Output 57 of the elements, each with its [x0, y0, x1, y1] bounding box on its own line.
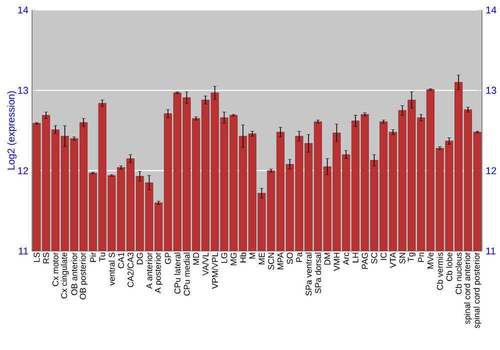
x-tick-label: VA/VL	[202, 252, 209, 276]
y2-tick-label: 12	[486, 167, 496, 174]
x-tick-label: MPA	[278, 252, 284, 270]
x-tick-label: Pa	[296, 252, 302, 262]
x-tick-label: M	[249, 252, 256, 259]
x-tick-label: Hb	[240, 252, 246, 262]
x-tick-label: CA2/CA3	[127, 252, 134, 288]
x-tick-label: A posterior	[154, 252, 163, 294]
x-tick-label: DG	[136, 252, 143, 264]
x-tick-label: Pn	[418, 252, 424, 262]
x-tick-label: Tu	[99, 252, 106, 262]
x-tick-label: LH	[352, 252, 358, 262]
y2-tick-label: 11	[486, 248, 496, 254]
x-tick-label: MD	[193, 252, 199, 265]
x-tick-label: IC	[380, 252, 387, 260]
x-tick-label: GP	[164, 252, 171, 264]
x-tick-label: Cx motor	[52, 252, 58, 286]
x-tick-label: Cb nucleus	[455, 252, 462, 294]
x-tick-label: SC	[371, 252, 378, 264]
x-tick-label: OB anterior	[71, 252, 78, 296]
x-tick-label: VMH	[334, 252, 340, 271]
y-tick-label: 11	[18, 248, 28, 254]
x-tick-label: Arc	[343, 252, 350, 265]
x-tick-label: MG	[230, 252, 237, 266]
x-tick-label: Cb vermis	[436, 252, 443, 290]
x-tick-label: PAG	[362, 252, 368, 269]
x-tick-label: MVe	[427, 252, 434, 268]
y-tick-label: 14	[18, 6, 28, 14]
x-tick-label: LG	[221, 252, 228, 263]
x-tick-label: LS	[34, 252, 40, 262]
x-tick-label: SPa ventral	[305, 252, 312, 296]
x-tick-label: ventral S	[108, 252, 115, 286]
x-tick-label: CA1	[118, 252, 124, 268]
x-tick-label: SPa dorsal	[314, 252, 322, 294]
x-tick-label: VPM/VPL	[212, 252, 218, 289]
x-tick-label: Pir	[90, 252, 96, 262]
x-tick-label: OB posterior	[80, 252, 88, 300]
x-tick-label: SO	[286, 252, 293, 264]
x-tick-label: SN	[399, 252, 406, 264]
y-axis-title: Log2 (expression)	[7, 91, 17, 170]
x-tick-label: CPu lateral	[174, 252, 180, 294]
x-tick-label: ME	[258, 252, 265, 264]
x-tick-label: RS	[43, 252, 50, 264]
x-tick-label: DM	[324, 252, 330, 265]
x-tick-label: SCN	[268, 252, 274, 270]
x-tick-label: A anterior	[146, 252, 152, 289]
x-tick-label: CPu medial	[184, 252, 190, 296]
x-tick-label: VTA	[390, 252, 396, 268]
x-tick-label: spinal cord posterior	[473, 252, 482, 328]
y2-tick-label: 13	[486, 86, 496, 94]
x-tick-label: Cb lobe	[446, 252, 452, 281]
x-tick-label: Cx cingulate	[60, 252, 69, 298]
x-tick-label: spinal cord anterior	[464, 252, 472, 324]
y-tick-label: 13	[18, 86, 28, 94]
x-tick-label: Tg	[408, 252, 416, 262]
y2-tick-label: 14	[486, 6, 496, 14]
y-tick-label: 12	[18, 167, 28, 174]
